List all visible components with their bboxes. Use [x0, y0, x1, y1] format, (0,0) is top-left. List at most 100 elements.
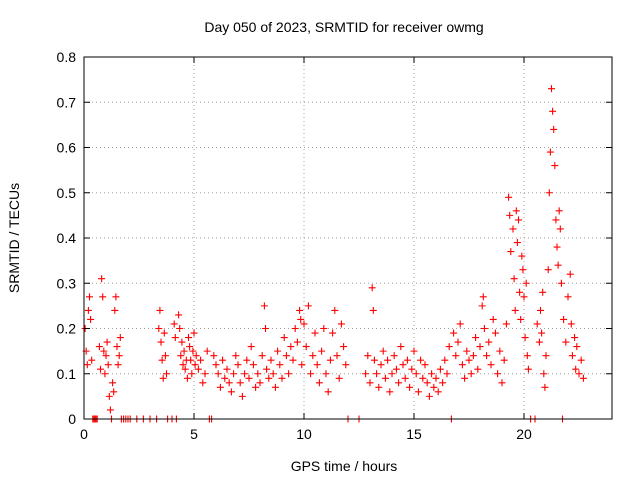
data-point — [110, 388, 118, 396]
data-point — [454, 338, 462, 346]
data-point — [373, 370, 381, 378]
data-point — [491, 329, 499, 337]
data-point — [384, 356, 392, 364]
data-point — [562, 338, 570, 346]
data-point — [313, 361, 321, 369]
data-point — [498, 379, 506, 387]
y-tick-label: 0.5 — [57, 185, 77, 201]
data-point — [210, 352, 218, 360]
data-point — [219, 356, 227, 364]
data-point — [201, 370, 209, 378]
data-point — [540, 370, 548, 378]
data-point — [521, 334, 529, 342]
data-point — [509, 225, 517, 233]
data-point — [324, 388, 332, 396]
data-point — [564, 293, 572, 301]
data-point — [105, 392, 113, 400]
y-tick-label: 0.2 — [57, 321, 77, 337]
data-points — [81, 85, 587, 423]
data-point — [566, 270, 574, 278]
data-point — [568, 352, 576, 360]
data-point — [309, 352, 317, 360]
data-point — [157, 338, 165, 346]
data-point — [86, 293, 93, 301]
data-point — [555, 207, 563, 215]
data-point — [289, 356, 297, 364]
data-point — [278, 374, 286, 382]
data-point — [254, 370, 262, 378]
data-point — [579, 374, 587, 382]
data-point — [537, 306, 544, 314]
data-point — [322, 370, 330, 378]
data-point — [280, 334, 288, 342]
data-point — [412, 370, 420, 378]
data-point — [456, 320, 464, 328]
data-point — [180, 347, 188, 355]
data-point — [370, 356, 378, 364]
data-point — [450, 329, 458, 337]
data-point — [518, 252, 526, 260]
data-point — [414, 388, 422, 396]
data-point — [188, 370, 196, 378]
data-point — [406, 383, 414, 391]
data-point — [252, 383, 260, 391]
data-point — [364, 352, 372, 360]
y-tick-label: 0.3 — [57, 275, 77, 291]
data-point — [552, 216, 560, 224]
data-point — [197, 356, 205, 364]
data-point — [478, 302, 486, 310]
data-point — [247, 343, 255, 351]
data-point — [379, 347, 387, 355]
data-point — [225, 379, 233, 387]
data-point — [183, 374, 191, 382]
data-point — [397, 343, 405, 351]
data-point — [557, 279, 565, 287]
data-point — [178, 338, 186, 346]
data-point — [263, 365, 271, 373]
data-point — [392, 365, 400, 373]
data-point — [216, 383, 224, 391]
data-point — [362, 370, 370, 378]
data-point — [109, 379, 117, 387]
data-point — [523, 352, 531, 360]
data-point — [567, 320, 575, 328]
data-point — [395, 379, 403, 387]
data-point — [106, 406, 114, 414]
data-point — [186, 343, 194, 351]
data-point — [516, 288, 524, 296]
data-point — [95, 343, 103, 351]
data-point — [511, 306, 519, 314]
data-point — [465, 356, 473, 364]
data-point — [176, 325, 184, 332]
data-point — [335, 374, 343, 382]
data-point — [177, 352, 185, 360]
data-point — [369, 306, 377, 314]
x-tick-label: 10 — [296, 426, 312, 442]
data-point — [113, 343, 121, 351]
data-point — [307, 370, 315, 378]
data-point — [542, 352, 550, 360]
data-point — [434, 388, 442, 396]
data-point — [549, 107, 557, 115]
data-point — [243, 356, 251, 364]
data-point — [500, 356, 508, 364]
data-point — [116, 334, 124, 342]
data-point — [337, 320, 345, 328]
data-point — [285, 370, 293, 378]
data-point — [472, 334, 480, 342]
data-point — [333, 352, 341, 360]
data-point — [163, 370, 170, 378]
data-point — [203, 347, 211, 355]
data-point — [340, 343, 348, 351]
data-point — [461, 374, 469, 382]
data-point — [553, 243, 561, 251]
x-tick-label: 15 — [406, 426, 422, 442]
data-point — [291, 325, 299, 332]
data-point — [214, 370, 222, 378]
data-point — [158, 356, 166, 364]
data-point — [550, 125, 558, 133]
data-point — [236, 379, 244, 387]
data-point — [331, 306, 339, 314]
data-point — [487, 361, 495, 369]
data-point — [298, 361, 306, 369]
